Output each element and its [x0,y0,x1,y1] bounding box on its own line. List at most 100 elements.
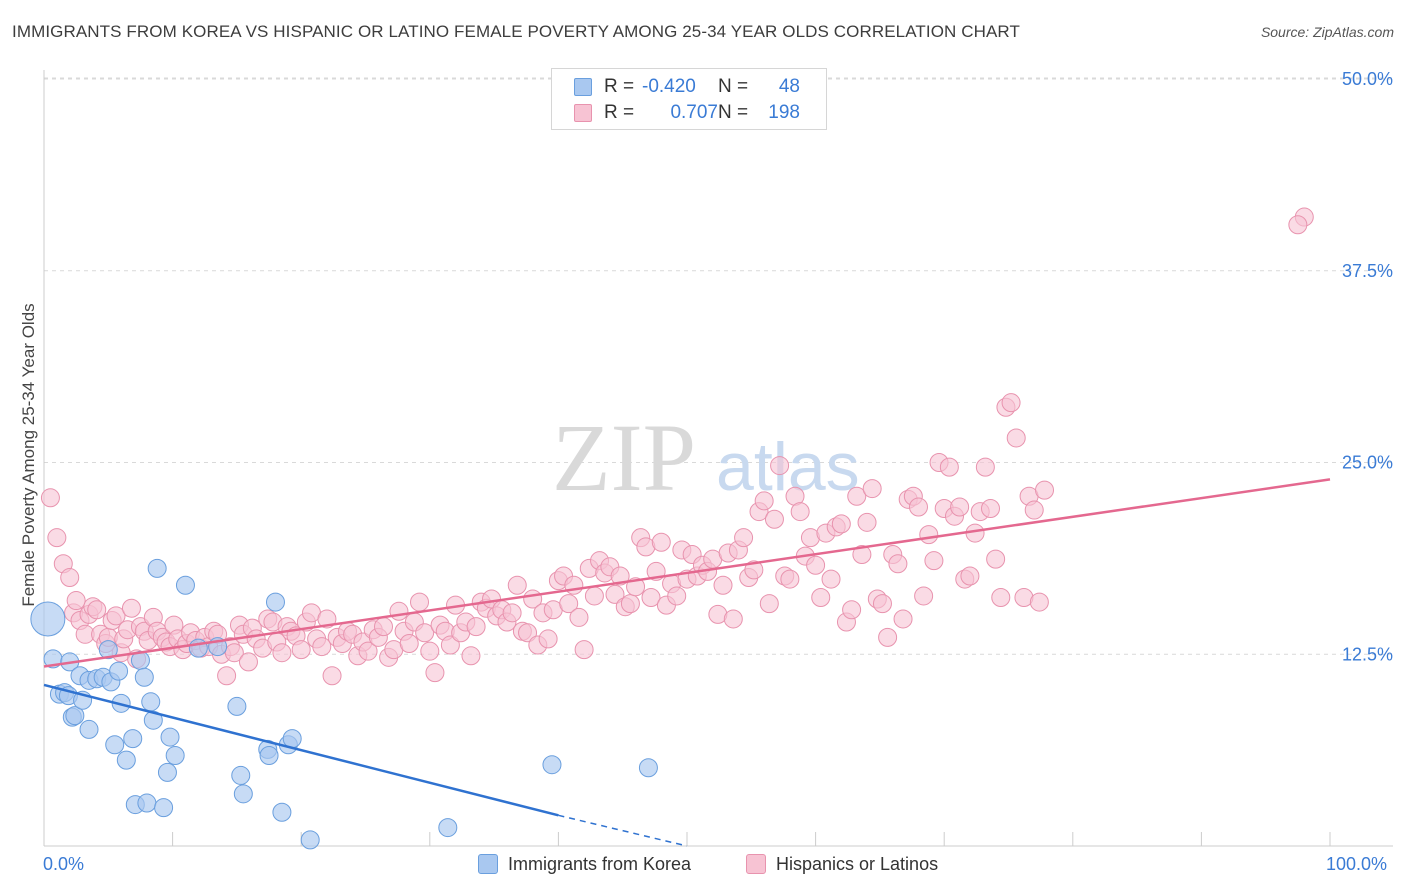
korea-point [157,762,177,782]
y-tick-label-1: 25.0% [1342,453,1393,473]
y-tick-label-2: 37.5% [1342,261,1393,281]
hispanic-swatch [574,104,592,122]
hispanic-trend-line [43,478,1331,668]
korea-n-value: 48 [778,76,800,97]
hispanic-point [1029,592,1049,612]
hispanic-point [878,627,898,647]
hispanic-point [734,528,754,548]
y-tick-label-0: 12.5% [1342,644,1393,664]
hispanic-point [924,551,944,571]
hispanic-point [1001,393,1021,413]
hispanic-point [764,509,784,529]
korea-swatch [574,78,592,96]
hispanic-point [121,598,141,618]
y-tick-labels: 12.5% 25.0% 37.5% 50.0% [1342,69,1393,664]
hispanic-point [975,457,995,477]
legend-hispanic-swatch [746,854,766,874]
hispanic-point [620,594,640,614]
korea-point [147,558,167,578]
korea-point [79,719,99,739]
korea-point [259,745,279,765]
hispanic-point [272,643,292,663]
korea-point [65,706,85,726]
hispanic-point [831,514,851,534]
hispanic-point [461,646,481,666]
hispanic-point [518,623,538,643]
hispanic-point [950,497,970,517]
hispanic-point [605,584,625,604]
korea-r-label: R = [604,76,635,97]
hispanic-point [862,479,882,499]
korea-point [116,750,136,770]
hispanic-point [440,635,460,655]
legend-row-hispanic: R = 0.707 N = 198 [574,102,800,124]
hispanic-r-value: 0.707 [670,102,718,123]
hispanic-point [759,594,779,614]
hispanic-point [40,488,60,508]
hispanic-point [723,609,743,629]
hispanic-point [847,486,867,506]
hispanic-n-value: 198 [768,102,800,123]
hispanic-point [66,591,86,611]
chart-title: IMMIGRANTS FROM KOREA VS HISPANIC OR LAT… [12,22,1020,41]
korea-point [137,793,157,813]
hispanic-point [410,592,430,612]
hispanic-point [914,586,934,606]
hispanic-point [821,569,841,589]
hispanic-point [584,586,604,606]
hispanic-point [291,640,311,660]
hispanic-point [991,587,1011,607]
korea-point [227,696,247,716]
hispanic-point [399,634,419,654]
korea-point [542,755,562,775]
hispanic-point [466,617,486,637]
korea-point [165,745,185,765]
hispanic-point [312,637,332,657]
korea-point [105,735,125,755]
korea-point [141,692,161,712]
korea-point [188,638,208,658]
korea-r-value: -0.420 [642,76,696,97]
y-tick-label-3: 50.0% [1342,69,1393,89]
legend-hispanic: Hispanics or Latinos [746,851,938,877]
hispanic-point [374,617,394,637]
hispanic-point [713,575,733,595]
korea-point [30,601,66,637]
watermark-zip: ZIP [552,404,696,511]
korea-point [231,765,251,785]
hispanic-point [358,641,378,661]
korea-point [160,727,180,747]
hispanic-point [842,600,862,620]
x-tick-max: 100.0% [1326,854,1388,874]
hispanic-point [939,457,959,477]
trend-lines [43,478,1331,847]
legend-korea: Immigrants from Korea [478,851,691,877]
legend-row-korea: R = -0.420 N = 48 [574,76,800,98]
hispanic-point [389,601,409,621]
hispanic-point [217,666,237,686]
legend-korea-swatch [478,854,498,874]
hispanic-point [569,607,589,627]
korea-point [109,661,129,681]
korea-point [638,758,658,778]
hispanic-point [1288,215,1308,235]
hispanic-point [538,629,558,649]
hispanic-point [852,545,872,565]
hispanic-point [872,594,892,614]
hispanic-point [980,499,1000,519]
hispanic-point [641,587,661,607]
hispanic-point [502,603,522,623]
hispanic-point [888,554,908,574]
hispanic-point [811,587,831,607]
korea-point [265,592,285,612]
hispanic-point [1035,480,1055,500]
hispanic-point [960,566,980,586]
hispanic-points [40,207,1314,686]
korea-point [272,802,292,822]
hispanic-point [651,532,671,552]
korea-trend-extension [558,814,688,847]
hispanic-point [790,502,810,522]
hispanic-point [667,586,687,606]
hispanic-n-label: N = [718,102,749,123]
